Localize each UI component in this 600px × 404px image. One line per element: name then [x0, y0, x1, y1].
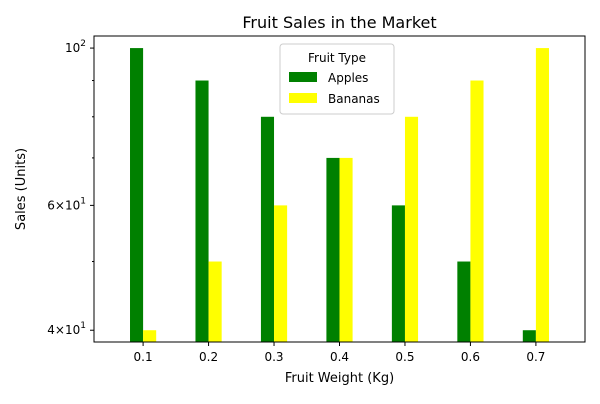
x-tick-label: 0.5 — [395, 350, 414, 364]
bar-apples-0.6 — [457, 261, 471, 342]
legend-swatch-apples — [289, 72, 317, 82]
bar-apples-0.1 — [130, 48, 144, 342]
bar-bananas-0.3 — [274, 205, 288, 342]
y-tick-label: 6×101 — [47, 196, 86, 212]
plot-area — [130, 48, 549, 343]
bar-bananas-0.7 — [535, 48, 549, 342]
chart-title: Fruit Sales in the Market — [242, 13, 436, 32]
bar-bananas-0.6 — [470, 80, 484, 343]
bar-bananas-0.2 — [208, 261, 222, 342]
y-tick-label: 4×101 — [47, 321, 86, 337]
x-tick-label: 0.2 — [199, 350, 218, 364]
bar-apples-0.4 — [326, 157, 340, 342]
x-tick-label: 0.7 — [526, 350, 545, 364]
legend: Fruit Type Apples Bananas — [279, 43, 395, 115]
y-axis-label: Sales (Units) — [14, 148, 29, 230]
legend-label-apples: Apples — [328, 71, 368, 85]
legend-swatch-bananas — [289, 93, 317, 103]
bar-apples-0.7 — [522, 330, 536, 342]
bar-apples-0.3 — [260, 116, 275, 342]
legend-label-bananas: Bananas — [328, 92, 380, 106]
bar-bananas-0.5 — [404, 116, 419, 342]
x-tick-label: 0.6 — [461, 350, 480, 364]
legend-title: Fruit Type — [308, 51, 366, 65]
bar-apples-0.5 — [391, 205, 405, 342]
x-axis-label: Fruit Weight (Kg) — [285, 371, 394, 386]
bar-bananas-0.1 — [143, 330, 157, 342]
x-tick-label: 0.4 — [330, 350, 349, 364]
x-tick-label: 0.3 — [264, 350, 283, 364]
bar-apples-0.2 — [195, 80, 209, 343]
x-axis: 0.1 0.2 0.3 0.4 0.5 0.6 0.7 — [134, 342, 545, 364]
bar-bananas-0.4 — [339, 157, 353, 342]
x-tick-label: 0.1 — [134, 350, 153, 364]
